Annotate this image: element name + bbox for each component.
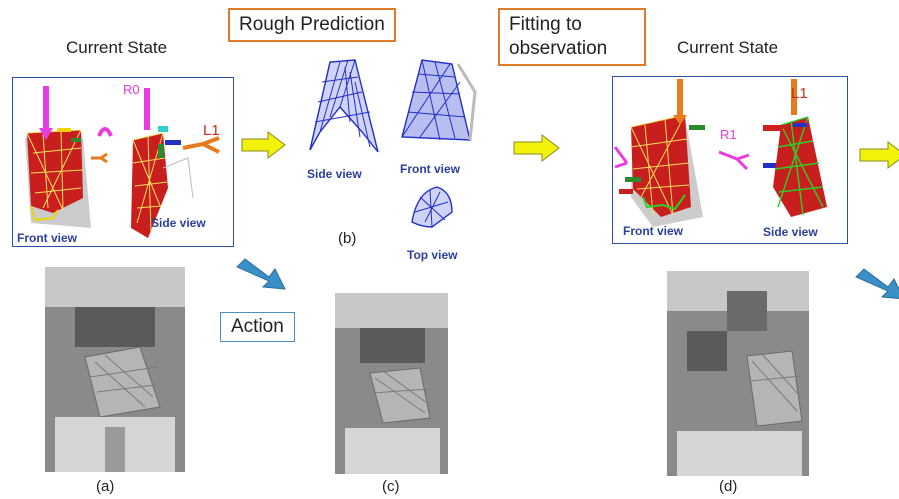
photo-d-image xyxy=(667,271,809,476)
l1-label-right: L1 xyxy=(791,85,808,102)
blue-arrow-1 xyxy=(236,258,286,290)
photo-d xyxy=(667,271,809,476)
photo-c xyxy=(335,293,448,474)
current-state-title-left: Current State xyxy=(66,38,168,57)
l1-label-left: L1 xyxy=(203,122,220,139)
right-state-panel: L1 R1 Front view Side view xyxy=(612,76,848,244)
right-mesh-figure xyxy=(613,79,827,227)
yellow-arrow-1 xyxy=(241,130,286,160)
caption-a: (a) xyxy=(96,478,115,495)
prediction-front-view-label: Front view xyxy=(400,162,461,176)
current-state-title-right: Current State xyxy=(677,38,779,57)
yellow-arrow-3 xyxy=(859,140,899,170)
r0-label: R0 xyxy=(123,82,140,97)
prediction-top-view-label: Top view xyxy=(407,248,458,262)
caption-d: (d) xyxy=(719,478,738,495)
prediction-side-view-label: Side view xyxy=(307,167,362,181)
photo-c-image xyxy=(335,293,448,474)
blue-arrow-2 xyxy=(855,268,899,300)
prediction-mesh-figure xyxy=(309,59,477,228)
caption-c: (c) xyxy=(382,478,400,495)
photo-a-image xyxy=(45,267,185,472)
yellow-arrow-2 xyxy=(513,133,560,163)
left-front-view-label: Front view xyxy=(17,231,78,245)
action-label: Action xyxy=(220,312,295,342)
rough-prediction-label: Rough Prediction xyxy=(228,8,396,42)
caption-b: (b) xyxy=(338,230,357,247)
right-side-view-label: Side view xyxy=(763,225,818,239)
fitting-label: Fitting to observation xyxy=(498,8,646,66)
left-mesh-figure xyxy=(25,86,220,238)
left-state-panel: R0 L1 Front view Side view xyxy=(12,77,234,247)
photo-a xyxy=(45,267,185,472)
left-side-view-label: Side view xyxy=(151,216,206,230)
right-front-view-label: Front view xyxy=(623,224,684,238)
r1-label: R1 xyxy=(720,127,737,142)
